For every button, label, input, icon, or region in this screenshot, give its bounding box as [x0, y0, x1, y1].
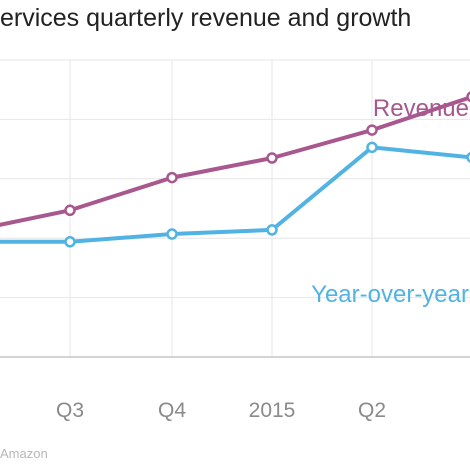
- data-point-year-over-year-2: [166, 228, 178, 240]
- chart-title: ervices quarterly revenue and growth: [0, 4, 412, 32]
- data-point-revenue-3: [266, 152, 278, 164]
- x-tick-label-3: 2015: [249, 399, 296, 422]
- data-point-year-over-year-4: [366, 141, 378, 154]
- data-point-revenue-4: [366, 124, 378, 136]
- source-note: Amazon: [0, 446, 48, 461]
- x-tick-label-4: Q2: [358, 399, 386, 422]
- x-tick-label-1: Q3: [56, 399, 84, 422]
- series-line-year-over-year: [0, 145, 470, 244]
- data-point-year-over-year-1: [64, 236, 76, 248]
- series-line-revenue: [0, 95, 470, 227]
- data-point-revenue-1: [64, 204, 76, 217]
- data-point-revenue-5: [466, 91, 470, 103]
- series-label-revenue: Revenue: [373, 95, 469, 122]
- x-tick-label-2: Q4: [158, 399, 186, 422]
- data-point-year-over-year-5: [466, 152, 470, 163]
- data-point-year-over-year-3: [266, 224, 278, 236]
- series-label-year-over-year: Year-over-year: [311, 281, 469, 308]
- data-point-revenue-2: [166, 171, 178, 184]
